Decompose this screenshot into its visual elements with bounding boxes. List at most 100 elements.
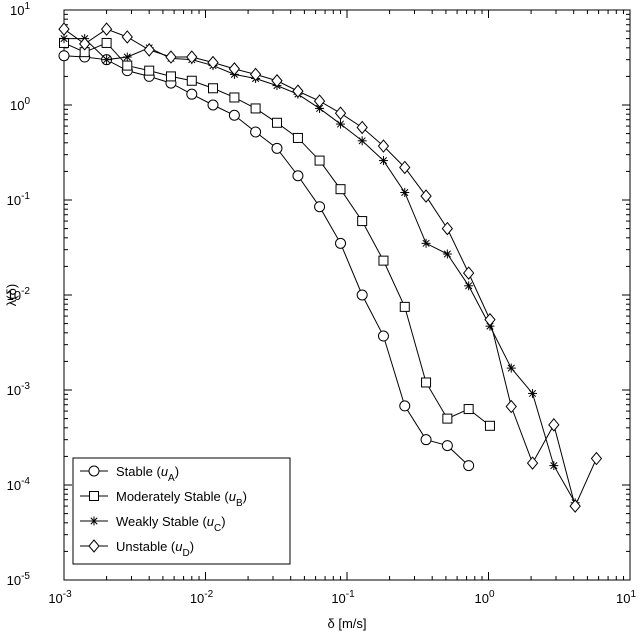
data-point	[484, 312, 496, 327]
data-point	[207, 99, 219, 111]
data-point	[165, 50, 177, 64]
data-point	[122, 60, 133, 71]
data-point	[441, 440, 453, 452]
data-point	[292, 132, 303, 143]
data-point	[334, 106, 347, 120]
y-tick-label: 10-4	[7, 476, 31, 493]
data-point	[569, 499, 581, 513]
data-point	[101, 37, 112, 48]
x-tick-label: 10-2	[190, 589, 214, 606]
data-point	[505, 399, 517, 414]
data-point	[378, 156, 388, 166]
data-point	[335, 184, 346, 195]
y-tick-label: 10-5	[7, 571, 31, 588]
legend: Stable (uA) Moderately Stable (uB) Weakly …	[72, 457, 291, 565]
y-tick-label: 10-2	[7, 286, 31, 303]
y-tick-label: 10-1	[7, 191, 31, 208]
data-point	[315, 103, 325, 113]
y-axis-label: λ(δ)	[4, 284, 19, 306]
data-point	[463, 266, 475, 280]
legend-entry: Stable (uA)	[80, 464, 179, 484]
data-point	[58, 22, 70, 36]
legend-entry: Weakly Stable (uC)	[80, 514, 226, 534]
data-point	[314, 201, 326, 213]
data-point	[271, 117, 282, 128]
data-point	[100, 22, 113, 36]
data-point	[250, 103, 261, 114]
data-point	[442, 413, 453, 424]
tick-marks	[63, 9, 631, 581]
tick-labels: 10-3 10-2 10-1 100 101 10-5 10-4 10-3 10-2 10-1 10…	[7, 1, 637, 606]
x-tick-label: 10-1	[331, 589, 355, 606]
data-point	[122, 52, 132, 62]
data-point	[399, 160, 411, 175]
series-layer	[58, 22, 603, 513]
data-point	[292, 170, 304, 182]
data-point	[58, 50, 70, 62]
legend-marker	[89, 491, 99, 501]
data-point	[207, 55, 219, 70]
data-point	[292, 84, 304, 98]
data-point	[378, 255, 389, 266]
data-point	[79, 37, 91, 51]
y-tick-label: 10-3	[7, 381, 31, 398]
data-point	[271, 142, 283, 154]
data-point	[484, 420, 495, 431]
data-point	[400, 187, 410, 197]
data-point	[399, 400, 411, 412]
data-point	[356, 289, 368, 301]
data-point	[228, 62, 241, 76]
data-point	[549, 461, 559, 471]
data-point	[377, 139, 390, 153]
legend-label: Stable (uA)	[116, 464, 179, 484]
data-point	[528, 388, 538, 398]
data-point	[357, 136, 367, 146]
y-tick-label: 101	[10, 1, 30, 18]
legend-label: Moderately Stable (uB)	[116, 489, 247, 509]
data-point	[399, 301, 410, 312]
data-point	[463, 460, 475, 472]
data-point	[506, 363, 516, 373]
data-point	[442, 249, 452, 259]
data-point	[144, 65, 155, 76]
data-point	[420, 189, 432, 203]
data-point	[313, 94, 326, 108]
data-point	[186, 50, 198, 64]
data-point	[314, 155, 325, 166]
data-point	[228, 109, 240, 121]
data-point	[526, 456, 539, 470]
y-tick-label: 100	[10, 96, 30, 113]
data-point	[250, 126, 262, 138]
data-point	[102, 55, 112, 65]
legend-marker	[88, 465, 100, 477]
series-diamond	[58, 22, 603, 513]
data-point	[186, 88, 198, 100]
data-point	[356, 120, 368, 135]
data-point	[464, 281, 474, 291]
data-point	[441, 221, 454, 236]
data-point	[548, 418, 560, 432]
x-tick-label: 100	[474, 589, 494, 606]
legend-box	[72, 457, 291, 565]
data-point	[249, 67, 262, 82]
x-tick-label: 101	[616, 589, 636, 606]
x-axis-label: δ [m/s]	[327, 616, 366, 631]
data-point	[165, 71, 176, 82]
data-point	[271, 73, 283, 88]
data-point	[590, 451, 603, 466]
data-point	[463, 404, 474, 415]
data-point	[336, 119, 346, 129]
legend-label: Weakly Stable (uC)	[116, 514, 226, 534]
x-tick-label: 10-3	[48, 589, 72, 606]
data-point	[143, 43, 155, 57]
series-square	[59, 37, 495, 431]
data-point	[229, 92, 240, 103]
data-point	[421, 238, 431, 248]
data-point	[121, 30, 133, 44]
data-point	[420, 434, 432, 446]
legend-entry: Moderately Stable (uB)	[80, 489, 247, 509]
data-point	[186, 75, 197, 86]
data-point	[335, 237, 347, 249]
legend-entry: Unstable (uD)	[80, 539, 194, 559]
